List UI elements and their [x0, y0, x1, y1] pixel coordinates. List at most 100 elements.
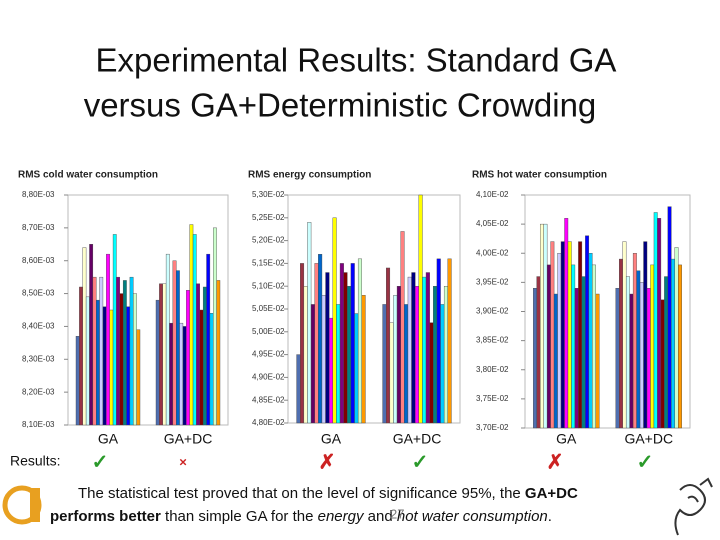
bar [595, 293, 600, 429]
bar [172, 260, 177, 426]
note-segment: GA+DC [525, 485, 578, 502]
bar [622, 241, 627, 429]
bar [206, 253, 211, 426]
bar [357, 258, 362, 424]
bar [671, 258, 676, 429]
bar [664, 276, 669, 429]
bar [440, 304, 445, 424]
bar [400, 231, 405, 424]
bar [639, 282, 644, 429]
bar [386, 267, 391, 424]
bar [89, 244, 94, 426]
bar [162, 283, 167, 426]
bar [165, 253, 170, 426]
bar [122, 280, 127, 426]
bar [657, 218, 662, 429]
bar [85, 296, 90, 426]
y-tick-label: 4,95E-02 [252, 350, 285, 359]
note-segment: . [548, 508, 552, 525]
y-tick-label: 8,10E-03 [22, 420, 55, 429]
y-tick-label: 8,70E-03 [22, 223, 55, 232]
bar [347, 286, 352, 424]
bar [667, 206, 672, 429]
bar [310, 304, 315, 424]
bar [543, 223, 548, 429]
bar [653, 212, 658, 429]
y-tick-label: 3,85E-02 [476, 336, 509, 345]
bar [196, 283, 200, 426]
y-tick-label: 3,75E-02 [476, 394, 509, 403]
bar [182, 326, 187, 426]
bar [307, 222, 312, 424]
y-tick-label: 3,80E-02 [476, 365, 509, 374]
y-tick-label: 4,05E-02 [476, 219, 509, 228]
bar [318, 254, 323, 424]
bar [564, 218, 569, 429]
bar [643, 241, 648, 429]
result-mark: ✓ [412, 451, 429, 473]
y-tick-label: 4,00E-02 [476, 248, 509, 257]
note-segment: than simple GA for the [161, 508, 318, 525]
bar [192, 234, 197, 426]
bar [126, 306, 131, 426]
bar [136, 329, 141, 426]
bar [650, 264, 655, 429]
bar [361, 295, 366, 424]
bar [539, 223, 544, 429]
bar [581, 276, 586, 429]
bar [92, 276, 97, 426]
bar [625, 276, 630, 429]
bar [533, 288, 537, 429]
bar [213, 227, 217, 426]
y-tick-label: 3,70E-02 [476, 423, 509, 432]
logo-right [674, 477, 713, 536]
bar [436, 258, 441, 424]
bar [443, 286, 448, 424]
bar [75, 336, 80, 426]
bar [96, 299, 100, 426]
x-tick-label: GA [556, 431, 577, 447]
bar [447, 258, 452, 424]
result-mark: ✓ [637, 451, 654, 473]
bar [422, 276, 427, 424]
bar [169, 322, 174, 426]
bar [109, 309, 114, 426]
x-tick-label: GA [321, 431, 342, 447]
bar [425, 272, 430, 424]
x-tick-label: GA [98, 431, 119, 447]
y-tick-label: 5,05E-02 [252, 304, 285, 313]
bar [588, 253, 593, 429]
bar [216, 280, 221, 426]
y-tick-label: 5,10E-02 [252, 281, 285, 290]
bar [536, 276, 541, 429]
bar [404, 304, 409, 424]
bar [133, 293, 137, 426]
y-tick-label: 5,15E-02 [252, 259, 285, 268]
bar [550, 241, 555, 429]
bar [418, 194, 423, 424]
bar [553, 293, 558, 429]
bar [429, 322, 434, 424]
y-tick-label: 5,30E-02 [252, 190, 285, 199]
bar [557, 253, 562, 429]
bar [336, 304, 341, 424]
y-tick-label: 5,00E-02 [252, 327, 285, 336]
y-tick-label: 8,20E-03 [22, 387, 55, 396]
y-tick-label: 4,90E-02 [252, 373, 285, 382]
y-tick-label: 3,95E-02 [476, 277, 509, 286]
bar [119, 293, 124, 426]
bar [209, 313, 214, 426]
bar [343, 272, 348, 424]
bar [646, 288, 651, 429]
y-tick-label: 4,85E-02 [252, 395, 285, 404]
bar [560, 241, 565, 429]
bar [300, 263, 305, 424]
bar [354, 313, 359, 424]
y-tick-label: 4,80E-02 [252, 418, 285, 427]
page-number: 27 [390, 506, 404, 521]
bar [116, 276, 120, 426]
bar [176, 270, 180, 426]
bar [389, 322, 394, 424]
y-tick-label: 4,10E-02 [476, 190, 509, 199]
y-tick-label: 5,25E-02 [252, 213, 285, 222]
